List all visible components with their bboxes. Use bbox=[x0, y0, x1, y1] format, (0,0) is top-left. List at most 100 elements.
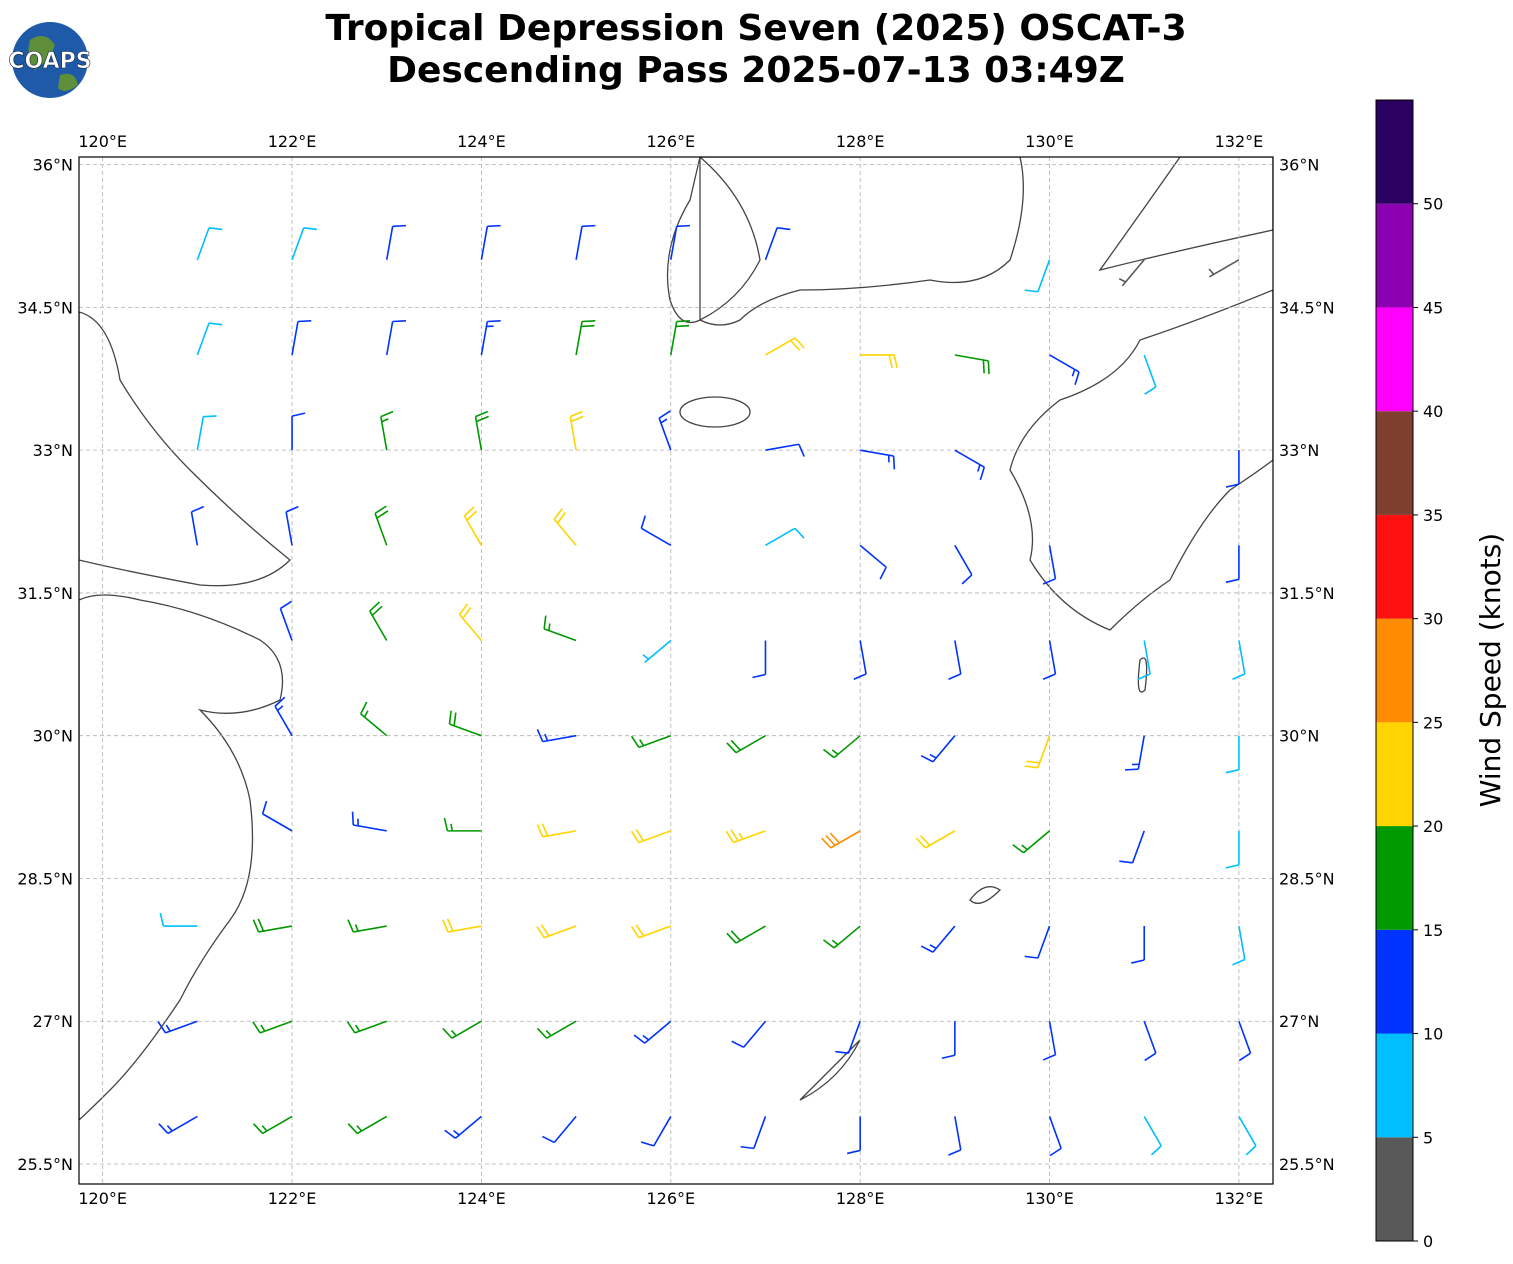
wind-barb bbox=[252, 918, 293, 933]
y-tick-label: 34.5°N bbox=[1279, 298, 1335, 317]
wind-barb bbox=[731, 1020, 767, 1049]
wind-barbs bbox=[157, 224, 1257, 1157]
wind-barb bbox=[630, 734, 672, 749]
wind-barb bbox=[642, 639, 672, 663]
logo-land bbox=[28, 36, 78, 91]
wind-barb bbox=[658, 410, 672, 451]
wind-barb bbox=[158, 1115, 198, 1135]
wind-barb bbox=[1048, 1116, 1062, 1157]
chart-subtitle: Descending Pass 2025-07-13 03:49Z bbox=[387, 50, 1125, 91]
colorbar-tick-label: 0 bbox=[1423, 1232, 1433, 1251]
y-tick-label: 30°N bbox=[33, 727, 73, 746]
wind-barb bbox=[640, 1116, 672, 1147]
wind-barb bbox=[1137, 640, 1151, 680]
colorbar: 0 5 10 15 20 25 30 35 40 45 50 bbox=[1375, 99, 1443, 1251]
wind-barb bbox=[359, 701, 388, 737]
colorbar-tick-label: 40 bbox=[1423, 402, 1443, 421]
wind-barb bbox=[740, 1116, 767, 1150]
wind-barb bbox=[575, 319, 596, 356]
x-tick-label: 120°E bbox=[78, 1189, 127, 1208]
wind-barb bbox=[853, 640, 867, 680]
wind-barb bbox=[954, 354, 990, 375]
wind-barb bbox=[1143, 1020, 1157, 1062]
colorbar-tick-label: 5 bbox=[1423, 1128, 1433, 1147]
wind-barb bbox=[954, 449, 986, 481]
land-honshu bbox=[1098, 157, 1273, 272]
wind-barb bbox=[954, 544, 973, 585]
wind-barb bbox=[670, 224, 691, 260]
x-tick-label: 130°E bbox=[1025, 132, 1074, 151]
wind-barb bbox=[536, 1020, 577, 1039]
land-korea bbox=[699, 157, 1024, 326]
y-tick-label: 31.5°N bbox=[1279, 584, 1335, 603]
wind-barb bbox=[1238, 1020, 1252, 1062]
wind-barb bbox=[765, 337, 805, 356]
wind-barb bbox=[536, 823, 577, 838]
wind-barb bbox=[196, 322, 223, 356]
wind-barb bbox=[765, 443, 805, 457]
x-tick-label: 124°E bbox=[457, 132, 506, 151]
wind-barb bbox=[261, 800, 293, 832]
logo: COAPS bbox=[8, 22, 92, 98]
wind-barb bbox=[859, 544, 887, 580]
wind-barb bbox=[374, 505, 389, 546]
wind-barb bbox=[291, 227, 318, 261]
wind-barb bbox=[196, 227, 223, 261]
wind-barb bbox=[1225, 545, 1240, 584]
colorbar-segment bbox=[1376, 826, 1413, 930]
x-tick-label: 130°E bbox=[1025, 1189, 1074, 1208]
wind-barb bbox=[346, 1020, 388, 1034]
wind-barb bbox=[285, 505, 299, 546]
colorbar-segment bbox=[1376, 1137, 1413, 1241]
x-tick-label: 128°E bbox=[836, 132, 885, 151]
wind-barb bbox=[670, 319, 691, 356]
colorbar-segment bbox=[1376, 1033, 1413, 1138]
y-tick-label: 31.5°N bbox=[17, 584, 73, 603]
wind-barb bbox=[1208, 259, 1240, 278]
wind-barb bbox=[640, 515, 672, 547]
y-tick-label: 36°N bbox=[1279, 156, 1319, 175]
wind-barb bbox=[190, 505, 205, 546]
colorbar-tick-label: 20 bbox=[1423, 817, 1443, 836]
colorbar-tick-label: 30 bbox=[1423, 610, 1443, 629]
wind-barb bbox=[569, 410, 584, 451]
wind-barb bbox=[279, 600, 293, 641]
wind-barb bbox=[291, 412, 306, 451]
land-kyushu bbox=[1009, 289, 1273, 631]
wind-barb bbox=[948, 640, 962, 680]
wind-barb bbox=[536, 924, 577, 939]
wind-barb bbox=[1024, 259, 1051, 293]
wind-barb bbox=[1124, 735, 1146, 771]
wind-barb bbox=[846, 1116, 861, 1155]
wind-barb bbox=[474, 410, 489, 451]
wind-barb bbox=[274, 696, 293, 737]
y-tick-label: 27°N bbox=[1279, 1012, 1319, 1031]
colorbar-segment bbox=[1376, 100, 1413, 204]
y-tick-label: 33°N bbox=[1279, 441, 1319, 460]
wind-barb bbox=[1225, 450, 1240, 488]
wind-barb bbox=[369, 601, 388, 641]
wind-barb bbox=[347, 1115, 388, 1135]
wind-barb bbox=[765, 527, 805, 547]
wind-barb bbox=[725, 829, 766, 844]
wind-barb bbox=[196, 415, 217, 451]
y-tick-label: 25.5°N bbox=[1279, 1155, 1335, 1174]
wind-barb bbox=[860, 354, 898, 369]
colorbar-frame bbox=[1375, 99, 1414, 1242]
logo-text: COAPS bbox=[8, 49, 91, 74]
wind-barb bbox=[1049, 354, 1080, 385]
wind-barb bbox=[252, 1020, 293, 1034]
y-tick-label: 28.5°N bbox=[1279, 869, 1335, 888]
colorbar-segment bbox=[1376, 203, 1413, 308]
wind-barb bbox=[726, 735, 766, 754]
wind-barb bbox=[385, 224, 407, 260]
wind-barb bbox=[159, 912, 198, 927]
land-china-south bbox=[79, 594, 284, 1121]
x-tick-label: 122°E bbox=[268, 132, 317, 151]
wind-barb bbox=[441, 918, 482, 933]
map-frame bbox=[78, 156, 1274, 1185]
wind-barb bbox=[1143, 1116, 1162, 1156]
y-tick-label: 36°N bbox=[33, 156, 73, 175]
wind-barb bbox=[575, 224, 596, 260]
